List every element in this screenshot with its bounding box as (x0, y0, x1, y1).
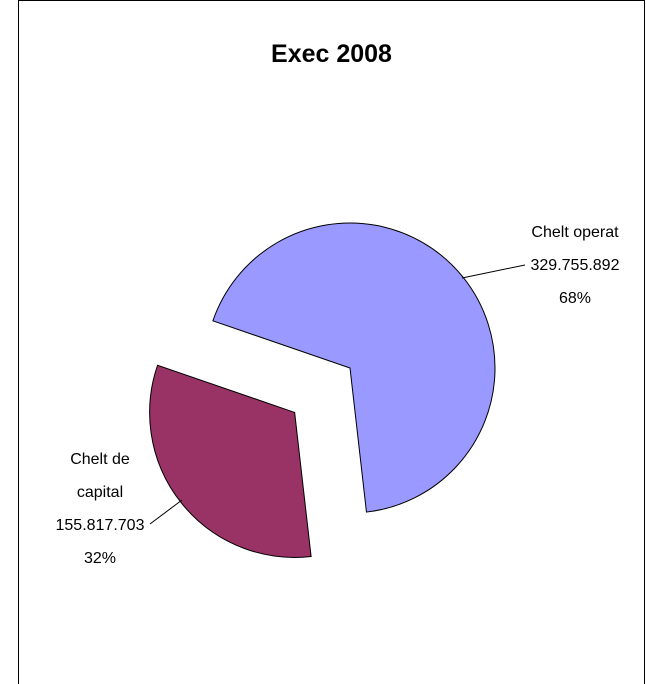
slice-value-label: 329.755.892 (530, 257, 620, 274)
chart-title: Exec 2008 (271, 40, 392, 68)
chart-frame (18, 0, 645, 684)
slice-percent-label: 68% (558, 290, 592, 307)
pie-slice (149, 364, 312, 558)
slice-category-label: Chelt de capital (70, 451, 130, 501)
slice-value-label: 155.817.703 (55, 517, 145, 534)
leader-line (149, 499, 183, 525)
pie-slice (212, 222, 496, 513)
slice-category-label: Chelt operat (531, 224, 619, 241)
slice-percent-label: 32% (83, 550, 117, 567)
leader-line (461, 264, 526, 279)
